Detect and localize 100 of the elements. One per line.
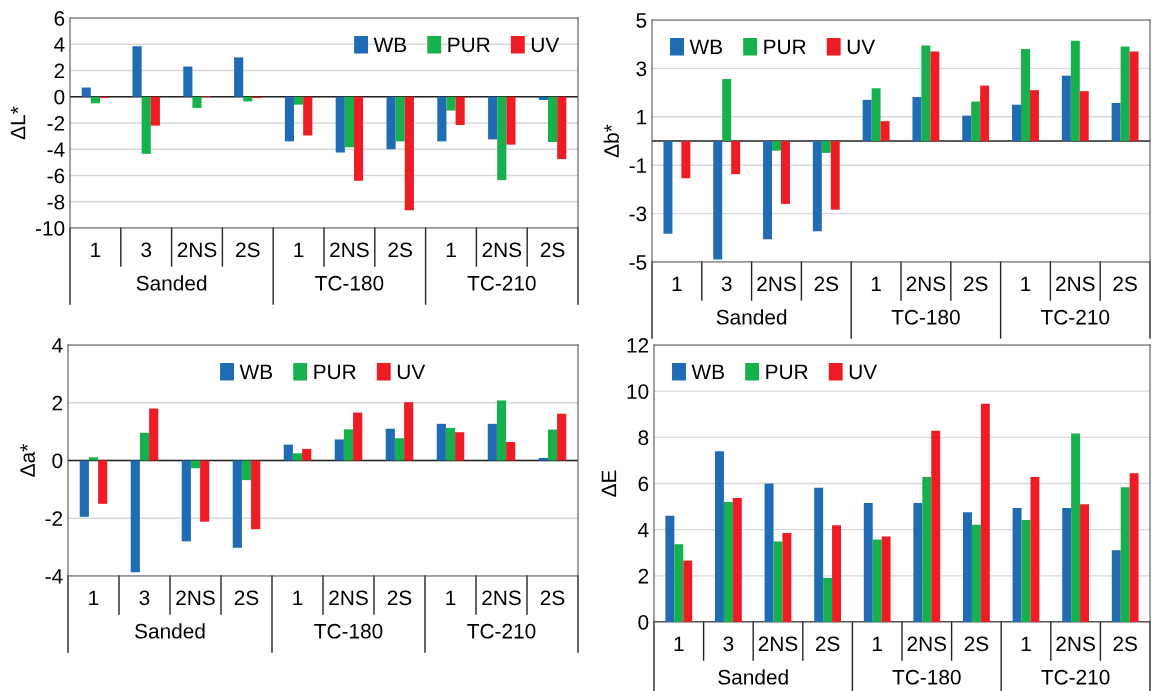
x-tick-label: 1 xyxy=(871,276,881,291)
x-tick-label: 3 xyxy=(723,636,734,652)
y-axis-title: Δa* xyxy=(20,444,35,477)
bar xyxy=(1012,507,1022,622)
bar xyxy=(863,503,873,622)
bar xyxy=(723,501,733,622)
bar xyxy=(81,87,91,97)
bar xyxy=(1129,51,1139,141)
x-tick-label: 2NS xyxy=(482,590,521,606)
x-tick-label: 1 xyxy=(91,242,101,257)
bar xyxy=(665,515,675,622)
x-tick-label: 2NS xyxy=(330,242,369,258)
bar xyxy=(1120,46,1130,141)
bar xyxy=(436,423,446,461)
y-tick-label: 0 xyxy=(54,89,65,105)
bar xyxy=(1071,433,1081,622)
bar xyxy=(1120,487,1130,622)
x-tick-label: 2S xyxy=(540,590,565,606)
bar xyxy=(132,46,142,97)
bar xyxy=(681,141,691,179)
bar xyxy=(284,96,295,142)
bar xyxy=(445,427,456,461)
y-tick-label: 2 xyxy=(54,63,65,79)
x-tick-label: 2S xyxy=(540,242,565,258)
bar xyxy=(782,532,792,622)
y-axis-title: ΔL* xyxy=(10,106,26,140)
x-tick-label: 3 xyxy=(721,276,732,292)
bar xyxy=(557,96,567,160)
bar xyxy=(1079,91,1089,141)
bar xyxy=(1021,519,1031,622)
legend-label: WB xyxy=(239,364,273,379)
bar xyxy=(980,85,990,141)
y-tick-label: -6 xyxy=(47,168,65,184)
bar xyxy=(715,451,724,622)
y-tick-label: -5 xyxy=(629,255,647,270)
bar xyxy=(1129,473,1139,622)
bar xyxy=(713,141,723,260)
text: Sanded xyxy=(716,309,787,325)
bar xyxy=(192,96,202,108)
bar xyxy=(812,141,822,232)
x-tick-label: 2NS xyxy=(758,636,798,652)
bar xyxy=(862,99,872,141)
bar xyxy=(455,432,465,461)
x-tick-label: 2S xyxy=(1113,636,1137,652)
bar xyxy=(872,539,882,622)
legend-label: UV xyxy=(847,39,876,55)
bar xyxy=(292,453,303,461)
bar xyxy=(487,423,497,461)
x-tick-label: 2S xyxy=(1113,276,1137,292)
bar xyxy=(386,96,396,150)
text: Sanded xyxy=(136,275,207,291)
bar xyxy=(385,428,395,461)
y-tick-label: 1 xyxy=(637,110,647,125)
bar xyxy=(823,577,833,622)
bar xyxy=(353,96,364,181)
bar xyxy=(303,96,313,136)
bar xyxy=(880,121,890,141)
bar xyxy=(496,400,507,461)
y-tick-label: -3 xyxy=(629,206,647,222)
bar xyxy=(913,503,923,622)
text: TC-180 xyxy=(891,309,960,325)
y-tick-label: -10 xyxy=(35,221,65,236)
legend-label: PUR xyxy=(764,39,806,55)
y-tick-label: 6 xyxy=(54,11,65,26)
bar xyxy=(557,413,567,461)
bar xyxy=(88,457,99,461)
text: TC-180 xyxy=(314,623,383,639)
bar xyxy=(79,460,89,517)
bar xyxy=(980,403,990,622)
bar xyxy=(962,115,972,141)
bar xyxy=(130,460,140,573)
bar xyxy=(343,429,354,461)
bar xyxy=(497,96,507,181)
y-tick-label: -2 xyxy=(47,116,65,131)
bar xyxy=(683,560,693,622)
bar xyxy=(922,477,932,622)
bar xyxy=(772,141,781,151)
x-tick-label: 2S xyxy=(236,242,260,258)
bar xyxy=(150,96,160,126)
legend-label: PUR xyxy=(448,37,490,53)
bar xyxy=(183,66,193,97)
bar xyxy=(394,438,405,461)
x-tick-label: 2NS xyxy=(1056,636,1095,652)
x-tick-label: 2NS xyxy=(757,276,796,292)
y-tick-label: 2 xyxy=(638,568,649,584)
bar xyxy=(548,96,558,143)
x-tick-label: 1 xyxy=(446,242,456,257)
bar xyxy=(971,524,981,622)
text: Sanded xyxy=(718,669,788,685)
bar xyxy=(780,141,790,204)
x-tick-label: 1 xyxy=(1021,636,1031,651)
bar xyxy=(764,483,774,622)
bar xyxy=(353,412,363,461)
x-tick-label: 2NS xyxy=(906,276,946,292)
x-tick-label: 1 xyxy=(674,636,684,651)
legend-label: UV xyxy=(531,37,560,53)
x-tick-label: 2NS xyxy=(177,242,217,258)
bar xyxy=(931,430,941,622)
bar xyxy=(1111,550,1121,622)
x-tick-label: 2S xyxy=(387,590,412,606)
